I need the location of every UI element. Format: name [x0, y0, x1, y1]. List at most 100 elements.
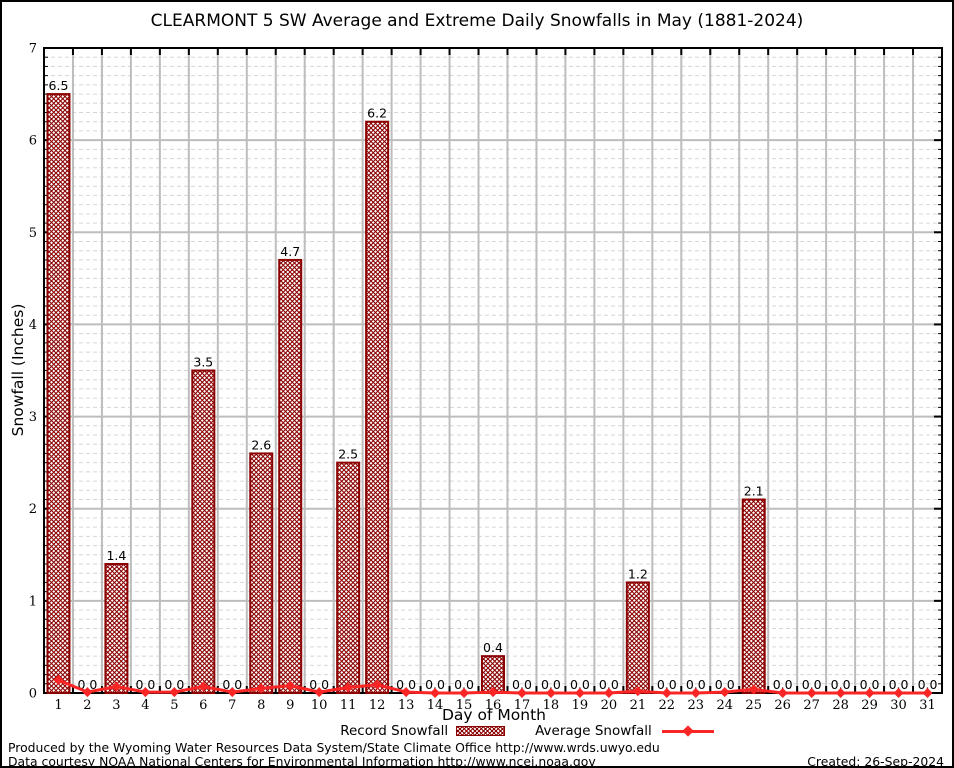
x-tick-label: 19: [572, 698, 589, 713]
bar-value-label: 0.0: [222, 677, 242, 692]
average-snowfall-marker: [603, 688, 614, 698]
bar-value-label: 0.0: [860, 677, 880, 692]
x-tick-label: 5: [170, 698, 178, 713]
bar-day-9: [278, 258, 303, 694]
y-tick-label: 5: [29, 226, 37, 241]
average-snowfall-marker: [661, 688, 672, 698]
average-snowfall-marker: [198, 681, 209, 692]
average-snowfall-marker: [690, 688, 701, 698]
average-snowfall-marker: [169, 687, 180, 698]
average-snowfall-marker-icon: [682, 725, 694, 737]
bar-day-8: [249, 452, 274, 694]
record-snowfall-swatch: [456, 726, 506, 736]
bar-day-12: [365, 120, 390, 694]
average-snowfall-marker: [285, 680, 296, 691]
footer-producer-line: Produced by the Wyoming Water Resources …: [8, 740, 660, 755]
x-tick-label: 15: [456, 698, 473, 713]
x-tick-label: 21: [630, 698, 647, 713]
y-tick-label: 3: [29, 410, 37, 425]
x-tick-label: 7: [228, 698, 236, 713]
bar-value-label: 0.0: [686, 677, 706, 692]
average-snowfall-marker: [922, 688, 933, 698]
bar-day-11: [336, 461, 361, 694]
bar-value-label: 6.2: [367, 106, 387, 121]
average-snowfall-marker: [488, 687, 498, 698]
average-snowfall-marker: [777, 688, 788, 698]
x-tick-label: 28: [832, 698, 849, 713]
average-snowfall-marker: [256, 683, 267, 694]
x-tick-label: 31: [919, 698, 936, 713]
bar-value-label: 0.0: [599, 677, 619, 692]
x-tick-label: 14: [427, 698, 444, 713]
x-tick-label: 2: [83, 698, 91, 713]
chart-title: CLEARMONT 5 SW Average and Extreme Daily…: [150, 11, 804, 31]
bar-value-label: 0.0: [918, 677, 938, 692]
footer-data-courtesy-line: Data courtesy NOAA National Centers for …: [8, 754, 596, 768]
created-date: Created: 26-Sep-2024: [807, 754, 944, 768]
bar-value-label: 0.0: [164, 677, 184, 692]
bar-value-label: 0.0: [512, 677, 532, 692]
average-snowfall-marker: [430, 688, 441, 698]
y-tick-label: 0: [29, 687, 37, 702]
bar-value-label: 2.6: [251, 437, 271, 452]
bar-value-label: 0.0: [657, 677, 677, 692]
bar-day-25: [741, 498, 766, 694]
x-tick-label: 17: [514, 698, 531, 713]
average-snowfall-marker: [748, 684, 759, 695]
bar-day-3: [104, 563, 129, 694]
average-snowfall-marker: [864, 688, 875, 698]
x-tick-label: 4: [141, 698, 149, 713]
average-snowfall-marker: [632, 686, 643, 697]
average-snowfall-marker: [835, 688, 846, 698]
bar-value-label: 0.0: [570, 677, 590, 692]
x-tick-label: 3: [112, 698, 120, 713]
bar-value-label: 6.5: [49, 78, 69, 93]
average-snowfall-marker: [719, 687, 730, 698]
average-snowfall-marker: [343, 682, 354, 693]
x-tick-label: 16: [485, 698, 502, 713]
x-tick-label: 11: [340, 698, 357, 713]
bar-value-label: 0.0: [425, 677, 445, 692]
x-tick-label: 23: [688, 698, 705, 713]
average-snowfall-marker: [401, 687, 412, 698]
average-snowfall-line-sample: [661, 725, 714, 737]
bar-value-label: 0.0: [831, 677, 851, 692]
x-tick-label: 8: [257, 698, 265, 713]
bar-value-label: 0.0: [78, 677, 98, 692]
bar-day-6: [191, 369, 216, 694]
y-tick-label: 6: [29, 134, 37, 149]
y-axis-title: Snowfall (Inches): [9, 303, 27, 437]
bar-value-label: 0.0: [773, 677, 793, 692]
x-tick-label: 26: [774, 698, 791, 713]
y-tick-label: 2: [29, 502, 37, 517]
bar-value-label: 0.0: [715, 677, 735, 692]
average-snowfall-marker: [82, 687, 93, 698]
x-tick-label: 1: [54, 698, 62, 713]
bar-value-label: 0.0: [541, 677, 561, 692]
bar-value-label: 2.1: [744, 484, 764, 499]
y-tick-label: 7: [29, 42, 37, 57]
legend-average-snowfall-label: Average Snowfall: [535, 723, 652, 739]
bar-value-label: 1.2: [628, 566, 648, 581]
legend-record-snowfall-label: Record Snowfall: [340, 723, 449, 739]
bar-value-label: 0.0: [802, 677, 822, 692]
bar-day-1: [46, 93, 71, 695]
x-tick-label: 13: [398, 698, 415, 713]
bar-value-label: 0.0: [396, 677, 416, 692]
x-tick-label: 22: [659, 698, 676, 713]
y-tick-label: 4: [29, 318, 37, 333]
average-snowfall-marker: [545, 688, 556, 698]
average-snowfall-marker: [806, 688, 817, 698]
bar-value-label: 1.4: [106, 548, 126, 563]
x-tick-label: 27: [803, 698, 820, 713]
average-snowfall-marker: [111, 681, 122, 692]
bar-value-label: 0.0: [889, 677, 909, 692]
average-snowfall-marker: [140, 687, 151, 698]
x-tick-label: 12: [369, 698, 386, 713]
average-snowfall-marker: [574, 688, 585, 698]
x-axis-title: Day of Month: [442, 706, 546, 724]
bar-value-label: 0.4: [483, 640, 503, 655]
average-snowfall-marker: [459, 688, 470, 698]
